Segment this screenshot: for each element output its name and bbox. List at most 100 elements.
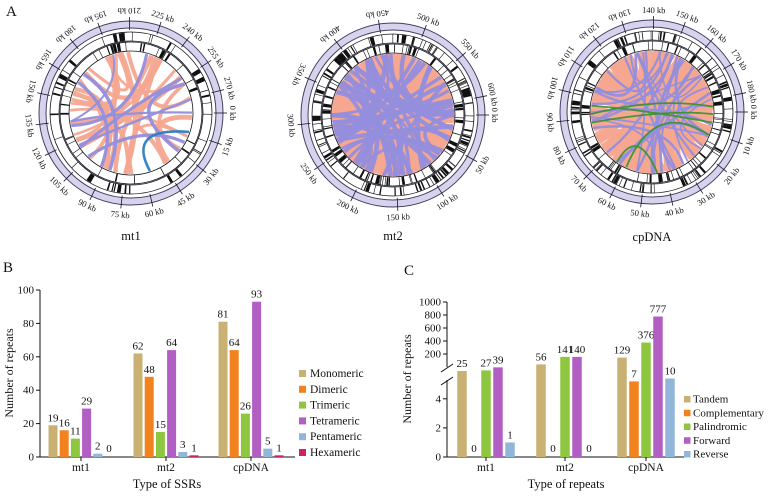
x-tick-label: mt1 xyxy=(477,462,495,474)
gene-block xyxy=(708,81,717,87)
gene-block xyxy=(698,64,706,71)
gene-block xyxy=(613,40,619,49)
gene-block xyxy=(359,169,365,178)
y-tick-label: 400 xyxy=(425,336,442,348)
chord xyxy=(337,75,442,145)
chord xyxy=(629,52,670,84)
legend-label: Reverse xyxy=(693,449,729,461)
gene-block xyxy=(365,183,371,192)
x-tick-label: mt2 xyxy=(157,462,175,474)
legend-swatch xyxy=(299,370,306,377)
gene-block xyxy=(711,89,720,96)
kb-tick-label: 0 kb xyxy=(490,108,500,123)
legend-label: Monomeric xyxy=(310,368,364,380)
gene-block xyxy=(613,52,619,60)
bar-value-label: 0 xyxy=(106,443,112,455)
bar-reverse xyxy=(505,442,515,457)
gene-block xyxy=(369,36,376,46)
legend-swatch xyxy=(299,385,306,393)
kb-tick-label: 0 kb xyxy=(228,106,238,121)
gene-block xyxy=(448,140,458,147)
chord xyxy=(591,116,709,137)
gene-block xyxy=(427,44,433,52)
chord xyxy=(71,53,149,128)
gene-block xyxy=(690,160,697,168)
bar-tetrameric xyxy=(82,408,92,457)
chord xyxy=(70,111,193,123)
gene-block xyxy=(445,145,455,153)
gene-block xyxy=(417,182,423,191)
chord xyxy=(651,74,702,174)
bar-value-label: 1 xyxy=(276,442,282,454)
kb-tick-label: 150 kb xyxy=(24,79,39,104)
kb-tick-label: 100 kb xyxy=(545,76,560,101)
bar-hexameric xyxy=(274,455,284,457)
gene-block xyxy=(445,163,454,171)
bar-value-label: 48 xyxy=(144,364,156,376)
gene-block xyxy=(58,73,68,82)
gene-block xyxy=(325,155,334,161)
bar-value-label: 15 xyxy=(155,419,167,431)
chord xyxy=(365,58,454,113)
bar-value-label: 1 xyxy=(191,442,197,454)
gene-block xyxy=(617,38,622,47)
chord xyxy=(591,104,713,124)
bar-pentameric xyxy=(263,448,273,457)
gene-block xyxy=(593,161,601,169)
bar-value-label: 777 xyxy=(650,303,667,315)
bar-pentameric xyxy=(178,451,188,457)
gene-block xyxy=(342,65,349,72)
bar-trimeric xyxy=(155,431,165,457)
bar-value-label: 25 xyxy=(457,358,469,370)
chord xyxy=(87,133,186,158)
bar-forward xyxy=(493,367,503,457)
chord-ribbons xyxy=(590,50,714,174)
kb-tick-label: 225 kb xyxy=(150,8,175,25)
bar-monomeric xyxy=(218,321,228,457)
gene-block xyxy=(457,147,466,152)
kb-tick-label: 0 kb xyxy=(749,105,759,120)
gene-block xyxy=(338,52,348,62)
bar-reverse xyxy=(665,378,675,457)
gene-block xyxy=(619,37,626,46)
gene-block xyxy=(679,177,687,187)
gene-block xyxy=(704,73,712,79)
bar-value-label: 376 xyxy=(638,330,655,342)
kb-tick-label: 450 kb xyxy=(365,7,390,20)
bar-palindromic xyxy=(560,356,570,457)
kb-tick-label: 50 kb xyxy=(630,207,650,219)
gene-block xyxy=(623,36,628,45)
chord xyxy=(672,67,695,162)
chord xyxy=(595,53,638,97)
gene-block xyxy=(437,171,444,179)
bar-palindromic xyxy=(481,370,491,457)
panel-b-label: B xyxy=(3,260,14,276)
bar-forward xyxy=(653,316,663,457)
bar-hexameric xyxy=(189,455,199,457)
gene-block xyxy=(719,83,729,89)
gene-block xyxy=(611,174,617,183)
legend-swatch xyxy=(299,449,306,456)
y-tick-label: 4 xyxy=(436,393,442,405)
chord xyxy=(623,56,677,169)
y-tick-label: 100 xyxy=(18,285,35,297)
kb-tick-label: 210 kb xyxy=(118,6,142,16)
kb-tick-label: 10 kb xyxy=(740,135,756,156)
y-tick-label: 800 xyxy=(425,310,442,322)
kb-tick-label: 60 kb xyxy=(144,205,165,219)
chord xyxy=(636,56,679,172)
bar-tandem xyxy=(536,364,546,457)
gene-block xyxy=(446,78,454,84)
chord xyxy=(625,121,710,168)
gene-block xyxy=(326,68,334,75)
gene-block xyxy=(430,58,437,66)
bar-trimeric xyxy=(70,438,80,457)
chord xyxy=(388,53,437,161)
kb-tick-label: 140 kb xyxy=(642,5,666,15)
gene-block xyxy=(702,70,710,76)
gene-block xyxy=(460,139,469,146)
y-tick-label: 40 xyxy=(23,385,35,397)
